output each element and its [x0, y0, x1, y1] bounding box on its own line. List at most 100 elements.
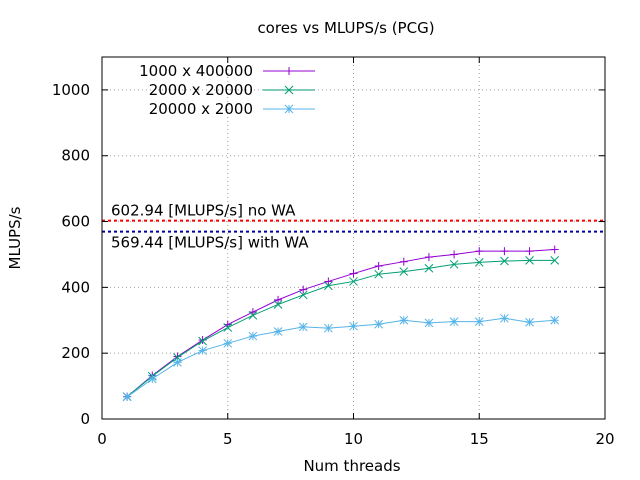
data-point-marker: [525, 256, 534, 265]
data-point: [298, 290, 308, 300]
data-point-marker: [374, 319, 384, 329]
series-1: [123, 245, 559, 401]
data-point: [424, 253, 433, 262]
data-point: [550, 256, 560, 265]
data-point: [298, 322, 308, 332]
data-point-marker: [449, 317, 459, 326]
data-point: [198, 336, 207, 346]
data-point: [475, 247, 484, 256]
data-point: [349, 269, 358, 278]
y-tick-label: 800: [61, 147, 90, 165]
data-point: [474, 317, 484, 326]
series-line: [126, 249, 555, 398]
data-point-marker: [399, 267, 409, 276]
data-point-marker: [298, 322, 308, 332]
chart-title: cores vs MLUPS/s (PCG): [257, 19, 434, 37]
data-point-marker: [273, 327, 283, 336]
data-point: [323, 323, 333, 333]
data-point-marker: [424, 318, 434, 328]
data-point: [399, 267, 409, 276]
data-point-marker: [474, 317, 484, 326]
legend-marker: [284, 85, 294, 95]
series-line: [126, 259, 555, 398]
data-point-marker: [284, 104, 294, 114]
data-point-marker: [122, 392, 132, 402]
data-point: [449, 317, 459, 326]
data-point: [147, 374, 157, 384]
data-point: [450, 250, 459, 259]
data-point: [525, 317, 534, 327]
data-point: [349, 321, 358, 331]
x-tick-label: 5: [223, 430, 233, 448]
data-point-marker: [323, 281, 333, 291]
x-tick-label: 0: [97, 430, 107, 448]
data-point: [274, 295, 283, 304]
reference-line-label: 569.44 [MLUPS/s] with WA: [111, 234, 309, 252]
reference-line-label: 602.94 [MLUPS/s] no WA: [111, 202, 296, 220]
data-point: [399, 257, 408, 266]
data-point-marker: [550, 315, 560, 325]
data-point: [349, 277, 358, 286]
legend-entry: 2000 x 20000: [149, 81, 315, 99]
data-point: [248, 331, 258, 341]
data-point: [374, 319, 384, 329]
legend-label: 2000 x 20000: [149, 81, 253, 99]
data-point-marker: [147, 374, 157, 384]
series-group: [122, 245, 560, 402]
data-point-marker: [525, 317, 534, 327]
grid: [102, 57, 605, 419]
legend-marker: [285, 67, 293, 75]
data-point-marker: [374, 269, 384, 279]
legend-marker: [284, 104, 294, 114]
data-point: [449, 259, 459, 269]
data-point-marker: [349, 321, 358, 331]
data-point: [299, 285, 308, 294]
data-point-marker: [273, 300, 283, 309]
data-point-marker: [198, 346, 207, 355]
x-tick-label: 15: [470, 430, 489, 448]
data-point: [198, 346, 207, 355]
legend-label: 1000 x 400000: [139, 62, 253, 80]
data-point: [525, 256, 534, 265]
data-point: [323, 281, 333, 291]
data-point: [273, 300, 283, 309]
y-tick-label: 0: [80, 410, 90, 428]
legend-label: 20000 x 2000: [149, 100, 253, 118]
data-point: [399, 315, 409, 325]
data-point: [500, 247, 509, 256]
data-point-marker: [223, 338, 233, 348]
data-point-marker: [248, 310, 258, 320]
data-point: [525, 247, 534, 256]
data-point-marker: [349, 277, 358, 286]
data-point: [424, 263, 434, 273]
data-point-marker: [323, 323, 333, 333]
y-axis-title: MLUPS/s: [6, 206, 24, 269]
data-point-marker: [424, 263, 434, 273]
data-point: [374, 269, 384, 279]
y-tick-label: 600: [61, 213, 90, 231]
y-tick-label: 1000: [52, 81, 90, 99]
data-point: [248, 310, 258, 320]
data-point-marker: [284, 85, 294, 95]
data-point: [374, 261, 383, 270]
x-tick-label: 20: [595, 430, 614, 448]
data-point: [273, 327, 283, 336]
data-point-marker: [500, 256, 509, 266]
data-point: [223, 323, 233, 332]
reference-lines: 602.94 [MLUPS/s] no WA 569.44 [MLUPS/s] w…: [102, 202, 605, 252]
data-point: [550, 245, 559, 254]
data-point-marker: [399, 315, 409, 325]
data-point: [550, 315, 560, 325]
legend-entry: 1000 x 400000: [139, 62, 315, 80]
data-point: [173, 358, 182, 367]
series-line: [126, 317, 555, 398]
data-point-marker: [500, 313, 509, 323]
data-point: [500, 256, 509, 266]
data-point: [474, 257, 484, 267]
data-point-marker: [298, 290, 308, 300]
y-tick-label: 400: [61, 278, 90, 296]
legend-entry: 20000 x 2000: [149, 100, 315, 118]
